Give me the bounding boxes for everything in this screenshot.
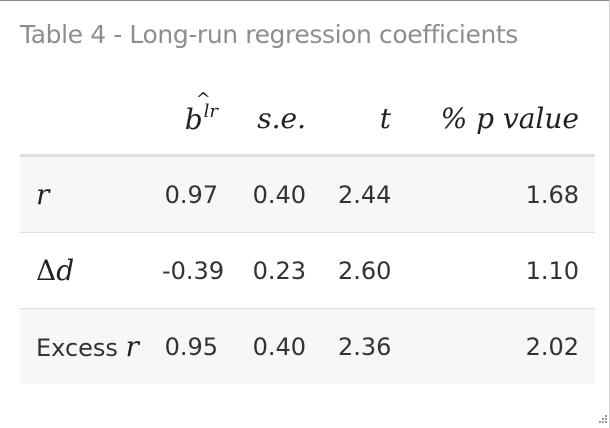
row-label: Δd	[20, 232, 146, 309]
cell-se: 0.40	[234, 155, 322, 233]
header-se: s.e.	[234, 82, 322, 157]
cell-b: 0.95	[146, 308, 234, 384]
b-base: b	[184, 102, 203, 136]
row-label-math: r	[36, 178, 50, 211]
row-label-prefix: Excess	[36, 334, 126, 362]
cell-t: 2.44	[322, 155, 407, 233]
header-label	[20, 82, 146, 157]
row-label: Excess r	[20, 308, 146, 384]
b-hat-symbol: b ^	[184, 89, 211, 136]
cell-se: 0.40	[234, 308, 322, 384]
row-label-prefix: Δ	[36, 254, 57, 287]
table-row: Δd -0.39 0.23 2.60 1.10	[20, 232, 595, 309]
coefficients-table: b ^ lr s.e. t % p value r 0.97 0.40 2.44 …	[20, 82, 595, 384]
header-t: t	[322, 82, 407, 157]
cell-b: 0.97	[146, 155, 234, 233]
cell-t: 2.36	[322, 308, 407, 384]
table-header-row: b ^ lr s.e. t % p value	[20, 82, 595, 157]
cell-se: 0.23	[234, 232, 322, 309]
hat-accent: ^	[195, 88, 211, 110]
cell-t: 2.60	[322, 232, 407, 309]
header-b-lr: b ^ lr	[146, 82, 234, 157]
resize-grip-icon[interactable]	[596, 414, 608, 426]
table-row: r 0.97 0.40 2.44 1.68	[20, 155, 595, 233]
cell-p: 1.10	[407, 232, 595, 309]
b-superscript: lr	[203, 100, 218, 122]
cell-b: -0.39	[146, 232, 234, 309]
cell-p: 1.68	[407, 155, 595, 233]
table-caption: Table 4 - Long-run regression coefficien…	[20, 20, 518, 49]
header-p-value: % p value	[407, 82, 595, 157]
row-label-math: d	[56, 254, 75, 287]
table-row: Excess r 0.95 0.40 2.36 2.02	[20, 308, 595, 384]
top-border	[0, 0, 609, 1]
row-label-math: r	[125, 330, 139, 363]
row-label: r	[20, 155, 146, 233]
cell-p: 2.02	[407, 308, 595, 384]
